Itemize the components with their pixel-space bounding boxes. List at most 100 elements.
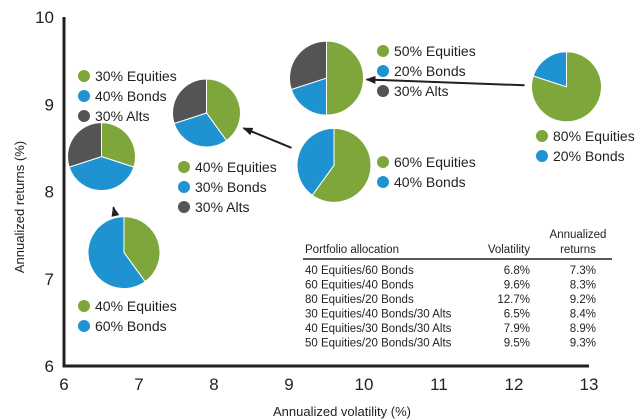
x-tick-label: 9 (284, 375, 293, 394)
legend-marker-equities (377, 45, 389, 57)
arrow-0 (111, 206, 120, 217)
legend-label: 50% Equities (394, 43, 476, 59)
legend-label: 80% Equities (553, 128, 635, 144)
legend-label: 40% Equities (95, 298, 177, 314)
table-cell: 60 Equities/40 Bonds (305, 280, 414, 292)
x-axis-title: Annualized volatility (%) (273, 404, 411, 419)
pie-slice-bonds (68, 156, 135, 192)
pie-2 (531, 51, 602, 123)
pie-slice-bonds (173, 112, 228, 148)
legend-marker-equities (536, 130, 548, 142)
y-tick-label: 8 (45, 183, 54, 202)
pie-slice-equities (311, 127, 372, 203)
legend-label: 30% Alts (95, 108, 149, 124)
arrow-1 (242, 127, 292, 149)
pie-slice-alts (289, 40, 327, 91)
pie-slice-bonds (290, 77, 327, 116)
table-header: Portfolio allocation (305, 244, 399, 256)
legend-label: 30% Alts (394, 83, 448, 99)
table-cell: 12.7% (497, 294, 530, 306)
y-tick-label: 9 (45, 95, 54, 114)
pie-legend-4: 40% Equities 30% Bonds 30% Alts (178, 159, 277, 215)
pie-slice-alts (172, 78, 207, 125)
arrow-2 (365, 75, 525, 87)
x-tick-label: 8 (209, 375, 218, 394)
pies (67, 40, 602, 290)
pie-1 (296, 127, 372, 203)
y-tick-label: 7 (45, 270, 54, 289)
legend-label: 60% Equities (394, 154, 476, 170)
pie-slice-alts (67, 122, 102, 168)
pie-slice-equities (326, 40, 364, 116)
legend-label: 30% Alts (195, 199, 249, 215)
table-header: Volatility (488, 244, 530, 256)
legend-label: 40% Bonds (95, 88, 167, 104)
table-cell: 80 Equities/20 Bonds (305, 294, 414, 306)
pie-3 (67, 122, 136, 192)
legend-label: 40% Equities (195, 159, 277, 175)
legend-marker-bonds (178, 181, 190, 193)
arrows (111, 75, 525, 217)
table-cell: 8.9% (570, 323, 596, 335)
y-axis-title: Annualized returns (%) (12, 141, 27, 273)
x-tick-label: 10 (355, 375, 374, 394)
pie-4 (172, 78, 241, 148)
pie-slice-equities (101, 122, 136, 168)
legend-label: 30% Equities (95, 68, 177, 84)
legend-marker-bonds (377, 176, 389, 188)
table-cell: 8.3% (570, 280, 596, 292)
legend-marker-alts (178, 201, 190, 213)
legend-marker-bonds (536, 150, 548, 162)
legend-marker-equities (78, 70, 90, 82)
axes: 6 7 8 9 10 11 12 13 6 7 8 9 10 (35, 8, 598, 394)
table-cell: 6.8% (504, 265, 530, 277)
pie-legend-2: 80% Equities 20% Bonds (536, 128, 635, 164)
x-tick-label: 12 (505, 375, 524, 394)
x-tick-label: 13 (580, 375, 599, 394)
pie-slice-equities (206, 78, 241, 142)
table-cell: 7.3% (570, 265, 596, 277)
table-cell: 50 Equities/20 Bonds/30 Alts (305, 338, 452, 350)
table-cell: 9.6% (504, 280, 530, 292)
pie-legend-0: 40% Equities 60% Bonds (78, 298, 177, 334)
pie-slice-bonds (87, 216, 146, 290)
legend-label: 20% Bonds (394, 63, 466, 79)
legend-marker-equities (377, 156, 389, 168)
allocation-table: Portfolio allocation Volatility Annualized… (303, 229, 612, 350)
x-tick-label: 7 (134, 375, 143, 394)
legend-label: 60% Bonds (95, 318, 167, 334)
table-cell: 6.5% (504, 309, 530, 321)
pie-slice-equities (123, 216, 161, 283)
table-cell: 40 Equities/30 Bonds/30 Alts (305, 323, 452, 335)
legend-marker-bonds (78, 320, 90, 332)
table-cell: 8.4% (570, 309, 596, 321)
pie-slice-bonds (532, 51, 567, 88)
legend-label: 40% Bonds (394, 174, 466, 190)
legend-marker-alts (377, 85, 389, 97)
legend-marker-alts (78, 110, 90, 122)
pie-slice-bonds (296, 127, 335, 196)
table-cell: 40 Equities/60 Bonds (305, 265, 414, 277)
pie-legend-5: 50% Equities 20% Bonds 30% Alts (377, 43, 476, 99)
legend-label: 20% Bonds (553, 148, 625, 164)
table-cell: 7.9% (504, 323, 530, 335)
pie-legend-1: 60% Equities 40% Bonds (377, 154, 476, 190)
x-tick-label: 6 (59, 375, 68, 394)
table-header: returns (560, 244, 596, 256)
y-tick-label: 10 (35, 8, 54, 27)
legend-marker-bonds (78, 90, 90, 102)
table-cell: 30 Equities/40 Bonds/30 Alts (305, 309, 452, 321)
table-cell: 9.3% (570, 338, 596, 350)
x-tick-label: 11 (430, 375, 448, 394)
legend-marker-bonds (377, 65, 389, 77)
table-header: Annualized (550, 229, 607, 241)
legend-marker-equities (178, 161, 190, 173)
legend-marker-equities (78, 300, 90, 312)
pie-0 (87, 216, 161, 290)
table-cell: 9.5% (504, 338, 530, 350)
y-tick-label: 6 (45, 357, 54, 376)
table-cell: 9.2% (570, 294, 596, 306)
pie-5 (289, 40, 364, 116)
legends: 40% Equities 60% Bonds 60% Equities 40% Bon… (78, 43, 635, 334)
